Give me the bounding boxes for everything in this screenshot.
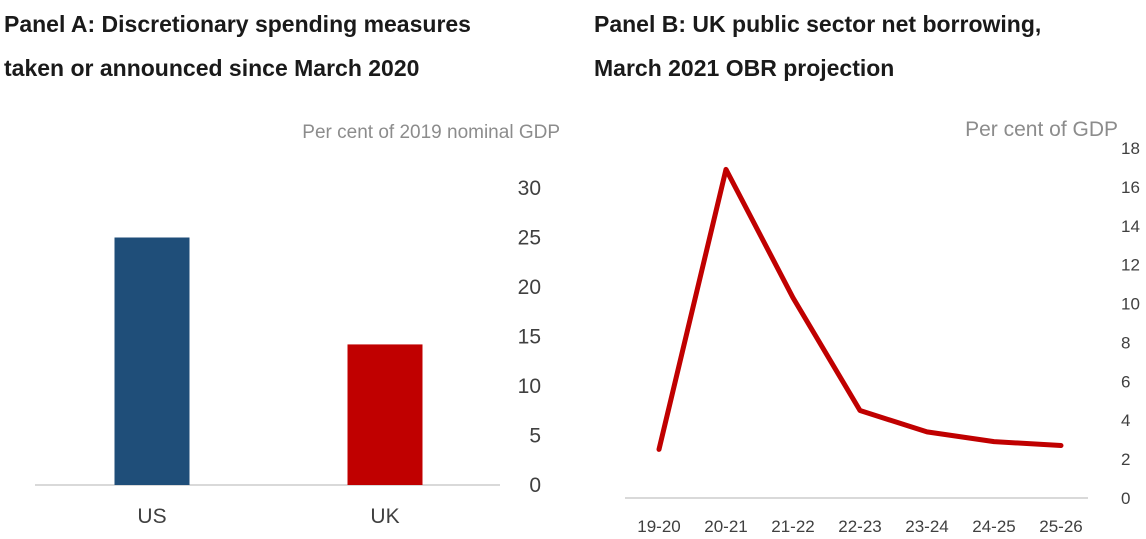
panel-b-y-tick-label: 10	[1121, 295, 1140, 314]
bar-uk	[347, 344, 423, 485]
panel-a-y-tick-label: 0	[529, 474, 541, 497]
panel-a-y-tick-label: 15	[518, 326, 541, 349]
panel-b-y-tick-label: 0	[1121, 489, 1130, 508]
panel-b-y-axis-unit: Per cent of GDP	[965, 118, 1118, 141]
borrowing-series-line	[656, 166, 1064, 452]
panel-b-y-tick-label: 2	[1121, 450, 1130, 469]
panel-b-y-tick-label: 12	[1121, 256, 1140, 275]
panel-a-y-axis-unit: Per cent of 2019 nominal GDP	[302, 122, 560, 143]
panel-b-y-tick-label: 4	[1121, 411, 1130, 430]
panel-a-y-tick-label: 10	[518, 375, 541, 398]
x-tick-label-19-20: 19-20	[637, 517, 680, 536]
x-tick-label-24-25: 24-25	[972, 517, 1015, 536]
panel-a-title: Panel A: Discretionary spending measures…	[4, 2, 471, 90]
panel-b-title-line1: Panel B: UK public sector net borrowing,	[594, 11, 1042, 37]
x-tick-label-uk: UK	[370, 505, 399, 528]
panel-b-y-tick-label: 8	[1121, 333, 1130, 352]
x-tick-label-25-26: 25-26	[1039, 517, 1082, 536]
panel-a-title-line1: Panel A: Discretionary spending measures	[4, 11, 471, 37]
x-tick-label-us: US	[137, 505, 166, 528]
panel-b-y-tick-label: 18	[1121, 139, 1140, 158]
panel-a-y-tick-label: 5	[529, 425, 541, 448]
panel-b-y-tick-label: 14	[1121, 217, 1140, 236]
x-tick-label-20-21: 20-21	[704, 517, 747, 536]
panel-b-title: Panel B: UK public sector net borrowing,…	[594, 2, 1041, 90]
x-tick-label-23-24: 23-24	[905, 517, 948, 536]
panel-a-y-tick-label: 30	[518, 177, 541, 200]
panel-a-title-line2: taken or announced since March 2020	[4, 55, 420, 81]
bar-us	[114, 237, 190, 485]
panel-b-title-line2: March 2021 OBR projection	[594, 55, 895, 81]
x-tick-label-22-23: 22-23	[838, 517, 881, 536]
panel-b-y-tick-label: 6	[1121, 372, 1130, 391]
panel-a-y-tick-label: 20	[518, 276, 541, 299]
panel-b-y-tick-label: 16	[1121, 178, 1140, 197]
x-tick-label-21-22: 21-22	[771, 517, 814, 536]
panel-a-y-tick-label: 25	[518, 227, 541, 250]
